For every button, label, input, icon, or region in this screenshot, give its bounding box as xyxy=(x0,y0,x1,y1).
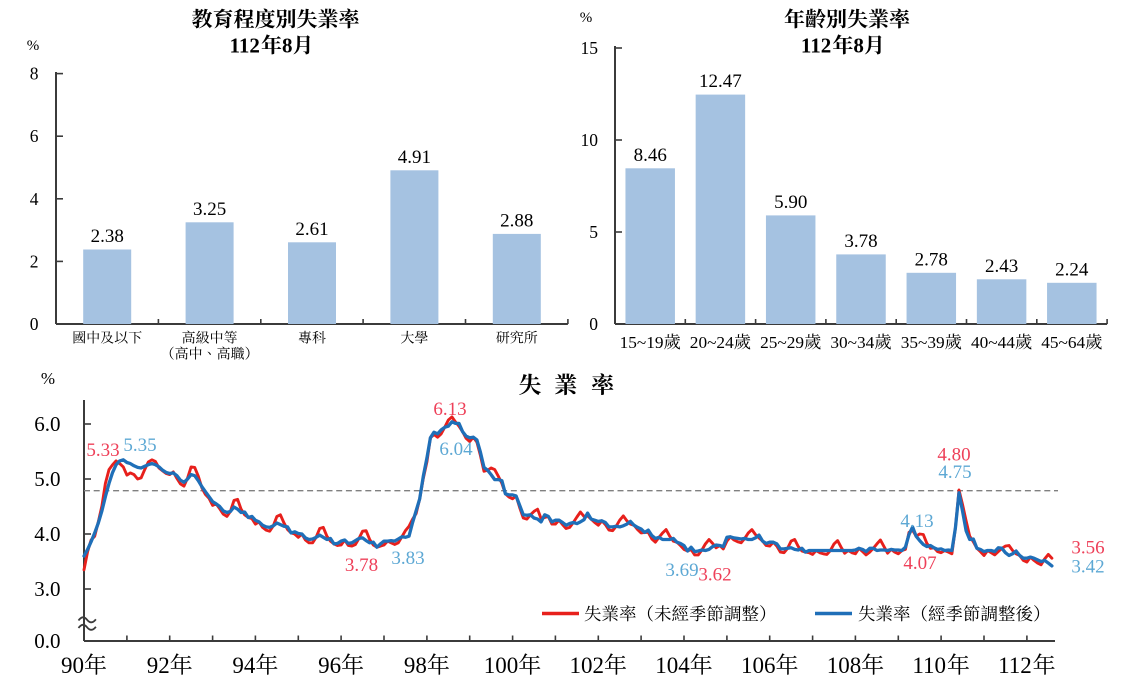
svg-text:0.0: 0.0 xyxy=(34,629,60,653)
svg-text:%: % xyxy=(580,10,593,26)
svg-text:2: 2 xyxy=(30,251,39,271)
svg-text:4.07: 4.07 xyxy=(903,553,936,574)
svg-text:8: 8 xyxy=(282,34,293,58)
svg-text:112: 112 xyxy=(998,653,1032,678)
svg-text:5.33: 5.33 xyxy=(86,440,119,461)
svg-text:3.0: 3.0 xyxy=(34,577,60,601)
svg-text:6: 6 xyxy=(30,126,39,146)
svg-text:102: 102 xyxy=(570,653,605,678)
svg-text:2.61: 2.61 xyxy=(295,219,328,240)
svg-text:15: 15 xyxy=(581,38,599,58)
svg-text:8: 8 xyxy=(30,64,39,84)
svg-text:2.78: 2.78 xyxy=(915,249,948,270)
svg-text:112: 112 xyxy=(801,34,831,58)
svg-text:108: 108 xyxy=(827,653,862,678)
svg-text:3.78: 3.78 xyxy=(345,555,378,576)
svg-text:0: 0 xyxy=(30,314,39,334)
svg-text:0: 0 xyxy=(589,314,598,334)
svg-text:5.90: 5.90 xyxy=(774,192,807,213)
svg-text:100: 100 xyxy=(484,653,519,678)
svg-text:98: 98 xyxy=(404,653,427,678)
svg-text:8: 8 xyxy=(853,34,864,58)
svg-text:92: 92 xyxy=(147,653,170,678)
svg-text:12.47: 12.47 xyxy=(699,71,742,92)
svg-text:35~39: 35~39 xyxy=(901,333,945,352)
svg-text:96: 96 xyxy=(318,653,341,678)
svg-text:3.56: 3.56 xyxy=(1071,538,1104,559)
svg-text:30~34: 30~34 xyxy=(830,333,874,352)
svg-text:3.62: 3.62 xyxy=(698,565,731,586)
svg-text:5: 5 xyxy=(589,222,598,242)
svg-text:10: 10 xyxy=(581,130,599,150)
svg-text:2.43: 2.43 xyxy=(985,256,1018,277)
svg-text:45~64: 45~64 xyxy=(1041,333,1085,352)
svg-text:40~44: 40~44 xyxy=(971,333,1015,352)
svg-text:8.46: 8.46 xyxy=(634,145,667,166)
svg-text:2.24: 2.24 xyxy=(1055,259,1089,280)
svg-text:6.13: 6.13 xyxy=(433,399,466,420)
svg-text:106: 106 xyxy=(741,653,776,678)
svg-text:104: 104 xyxy=(655,653,690,678)
svg-text:20~24: 20~24 xyxy=(690,333,734,352)
svg-text:2.88: 2.88 xyxy=(500,210,533,231)
svg-text:94: 94 xyxy=(232,653,256,678)
svg-text:3.69: 3.69 xyxy=(665,560,698,581)
svg-text:3.78: 3.78 xyxy=(844,231,877,252)
svg-text:4.13: 4.13 xyxy=(900,511,933,532)
svg-text:3.25: 3.25 xyxy=(193,199,226,220)
svg-text:%: % xyxy=(27,38,40,54)
svg-text:6.0: 6.0 xyxy=(34,412,60,436)
svg-text:4.80: 4.80 xyxy=(937,445,970,466)
svg-text:110: 110 xyxy=(912,653,946,678)
svg-text:2.38: 2.38 xyxy=(91,226,124,247)
svg-text:3.42: 3.42 xyxy=(1071,556,1104,577)
svg-text:5.0: 5.0 xyxy=(34,467,60,491)
svg-text:90: 90 xyxy=(61,653,84,678)
svg-text:6.04: 6.04 xyxy=(439,439,473,460)
svg-text:4.91: 4.91 xyxy=(398,147,431,168)
svg-text:4: 4 xyxy=(30,189,39,209)
svg-text:15~19: 15~19 xyxy=(620,333,664,352)
svg-text:%: % xyxy=(41,369,55,388)
svg-text:4.0: 4.0 xyxy=(34,522,60,546)
svg-text:5.35: 5.35 xyxy=(123,435,156,456)
svg-text:4.75: 4.75 xyxy=(938,462,971,483)
svg-text:25~29: 25~29 xyxy=(760,333,804,352)
svg-text:3.83: 3.83 xyxy=(391,548,424,569)
svg-text:112: 112 xyxy=(230,34,260,58)
